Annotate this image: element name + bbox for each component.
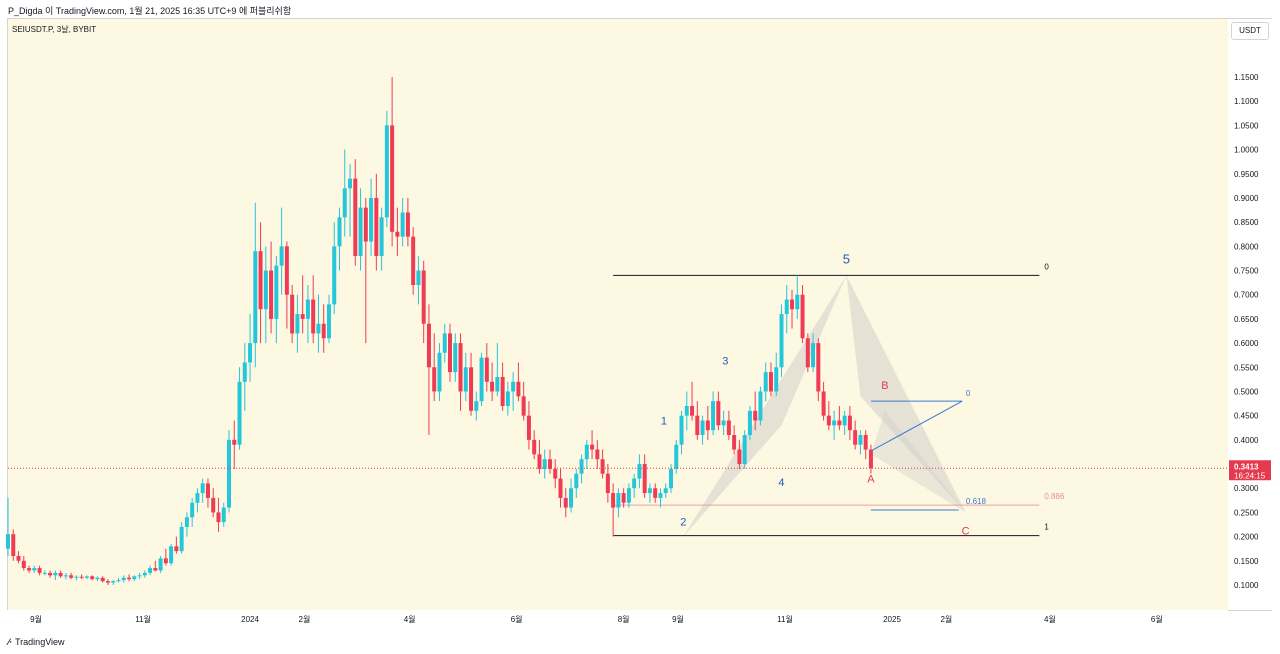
- chart-pane[interactable]: [7, 18, 1229, 611]
- publish-attribution: P_Digda 이 TradingView.com, 1월 21, 2025 1…: [8, 6, 292, 16]
- footer-brand-name: TradingView: [15, 637, 65, 647]
- footer-brand: ⁄∙ TradingView: [8, 637, 65, 647]
- tradingview-logo-icon: ⁄∙: [8, 637, 13, 647]
- time-axis[interactable]: [7, 610, 1228, 628]
- symbol-info: SEIUSDT.P, 3날, BYBIT: [12, 25, 97, 34]
- currency-button[interactable]: USDT: [1231, 22, 1269, 40]
- price-axis[interactable]: [1228, 18, 1272, 611]
